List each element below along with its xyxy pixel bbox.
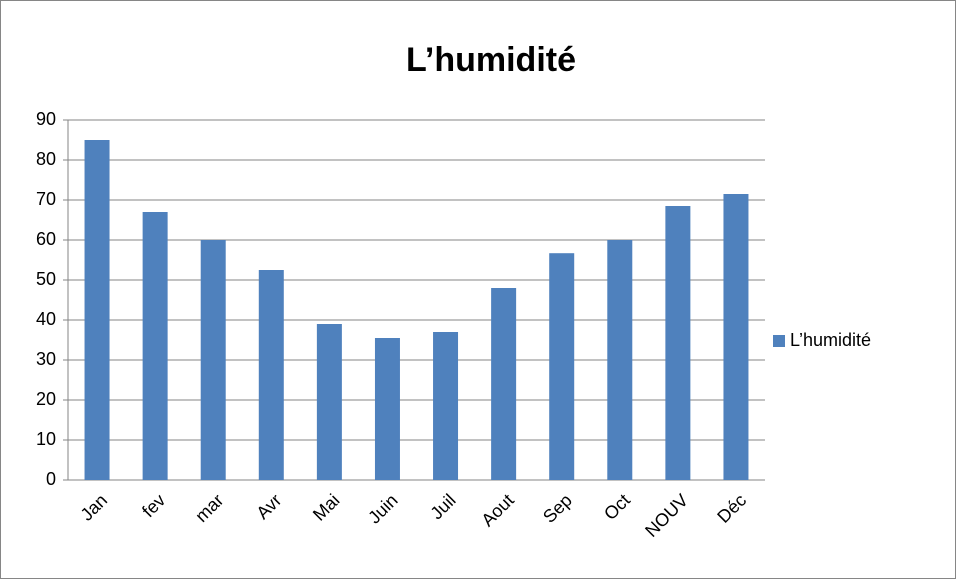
y-tick-label: 0 (46, 469, 56, 489)
chart-title: L’humidité (406, 41, 576, 79)
y-tick-label: 80 (36, 149, 56, 169)
y-tick-label: 40 (36, 309, 56, 329)
bar (607, 240, 633, 480)
y-tick-label: 60 (36, 229, 56, 249)
y-tick-label: 20 (36, 389, 56, 409)
bar (258, 270, 284, 480)
y-tick-label: 50 (36, 269, 56, 289)
bar (491, 288, 517, 480)
y-tick-label: 90 (36, 109, 56, 129)
bar (84, 140, 110, 480)
y-tick-label: 10 (36, 429, 56, 449)
legend-label: L’humidité (790, 330, 871, 350)
bar (549, 253, 575, 480)
bar (374, 338, 400, 480)
y-tick-label: 70 (36, 189, 56, 209)
bar (142, 212, 168, 480)
y-tick-label: 30 (36, 349, 56, 369)
bar (433, 332, 459, 480)
bar (200, 240, 226, 480)
bar (316, 324, 342, 480)
legend-swatch (773, 335, 785, 347)
bar (723, 194, 749, 480)
bar (665, 206, 691, 480)
